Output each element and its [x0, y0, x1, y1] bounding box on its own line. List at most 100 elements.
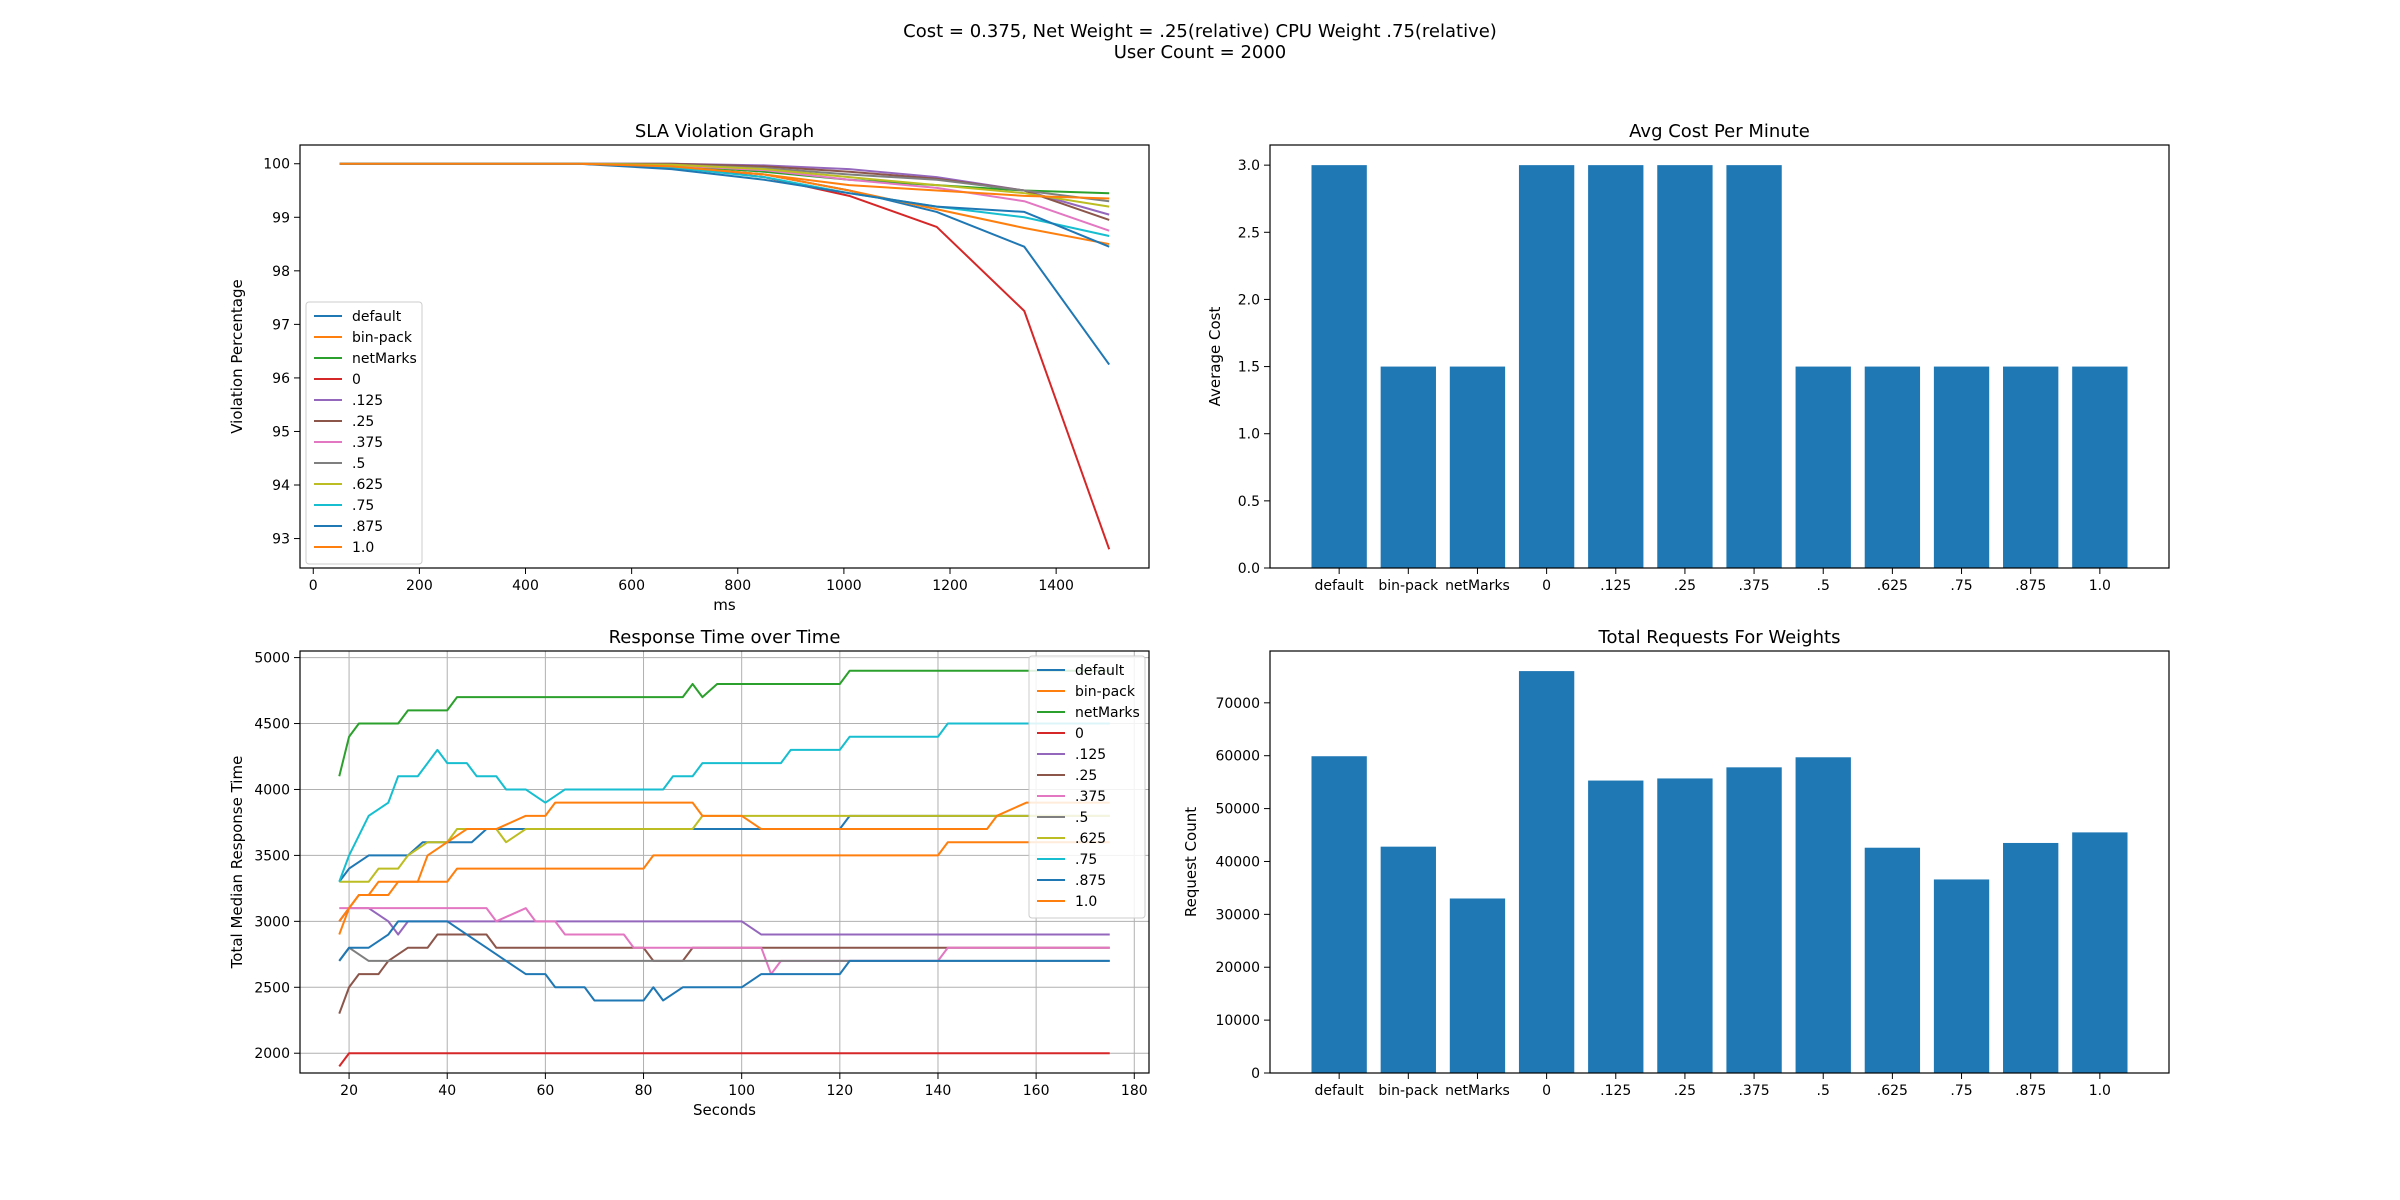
- x-tick-label: 20: [340, 1083, 358, 1099]
- bar-1.0: [2072, 366, 2128, 568]
- suptitle-line1: Cost = 0.375, Net Weight = .25(relative)…: [903, 21, 1497, 42]
- series-line-.5: [338, 946, 1110, 962]
- legend-entry: .625: [1075, 831, 1106, 847]
- chart-title: SLA Violation Graph: [635, 121, 814, 142]
- legend-entry: .375: [352, 435, 383, 451]
- y-axis-label: Total Median Response Time: [228, 756, 246, 970]
- axes-frame: [1269, 650, 2170, 1074]
- legend-entry: .25: [352, 414, 374, 430]
- x-tick-label: bin-pack: [1378, 1083, 1439, 1099]
- x-tick-label: 100: [728, 1083, 755, 1099]
- legend: default bin-pack netMarks 0 .125 .25 .375 .5 .62…: [305, 301, 423, 565]
- x-tick-label: default: [1315, 1083, 1365, 1099]
- x-tick-label: .75: [1950, 578, 1972, 594]
- x-tick-label: netMarks: [1445, 578, 1510, 594]
- y-tick-label: 4000: [254, 782, 290, 798]
- x-tick-label: 400: [512, 578, 539, 594]
- y-tick-label: 2500: [254, 980, 290, 996]
- bar-netMarks: [1449, 898, 1506, 1073]
- x-tick-label: 1.0: [2089, 1083, 2111, 1099]
- y-tick-label: 2.5: [1238, 225, 1260, 241]
- x-tick-label: 40: [438, 1083, 456, 1099]
- legend-entry: 1.0: [1075, 894, 1097, 910]
- x-axis-label: Seconds: [693, 1101, 756, 1119]
- avg-cost-chart: Avg Cost Per Minute default bin-pack netMar…: [1206, 121, 2170, 594]
- bar-netMarks: [1449, 366, 1506, 568]
- bar-0: [1518, 165, 1575, 568]
- y-tick-label: 2000: [254, 1046, 290, 1062]
- y-tick-label: 1.5: [1238, 360, 1260, 376]
- x-tick-label: 120: [826, 1083, 853, 1099]
- x-tick-label: 140: [925, 1083, 952, 1099]
- y-tick-label: 4500: [254, 717, 290, 733]
- x-tick-label: 0: [309, 578, 318, 594]
- y-tick-label: 10000: [1215, 1013, 1260, 1029]
- legend-entry: .125: [352, 393, 383, 409]
- bar-.875: [2003, 366, 2059, 568]
- y-tick-label: 0.5: [1238, 494, 1260, 510]
- legend-entry: .125: [1075, 747, 1106, 763]
- chart-title: Total Requests For Weights: [1598, 627, 1841, 648]
- bar-.625: [1864, 366, 1921, 568]
- series-line-1.0: [339, 162, 1110, 200]
- legend-entry: 0: [352, 372, 361, 388]
- x-tick-label: 60: [536, 1083, 554, 1099]
- x-tick-label: 1200: [932, 578, 968, 594]
- legend-entry: netMarks: [1075, 705, 1140, 721]
- x-tick-label: .125: [1600, 1083, 1631, 1099]
- x-tick-label: 80: [635, 1083, 653, 1099]
- legend-entry: .875: [1075, 873, 1106, 889]
- y-tick-label: 99: [272, 210, 290, 226]
- x-tick-label: 180: [1121, 1083, 1148, 1099]
- legend-entry: default: [352, 309, 402, 325]
- bar-bin-pack: [1380, 366, 1436, 568]
- legend-entry: bin-pack: [1075, 684, 1136, 700]
- series-line-.875: [338, 920, 1110, 1002]
- x-tick-label: 0: [1542, 578, 1551, 594]
- y-tick-label: 93: [272, 532, 290, 548]
- x-tick-label: .5: [1817, 1083, 1830, 1099]
- y-tick-label: 3.0: [1238, 158, 1260, 174]
- bar-default: [1311, 165, 1367, 568]
- legend-frame: [1028, 655, 1146, 919]
- y-tick-label: 70000: [1215, 696, 1260, 712]
- y-tick-label: 30000: [1215, 907, 1260, 923]
- bar-bin-pack: [1380, 846, 1436, 1073]
- bar-.875: [2003, 842, 2059, 1073]
- y-tick-label: 60000: [1215, 749, 1260, 765]
- y-axis-label: Request Count: [1182, 807, 1200, 917]
- y-tick-label: 0.0: [1238, 561, 1260, 577]
- x-tick-label: .75: [1950, 1083, 1972, 1099]
- x-tick-label: .25: [1674, 1083, 1696, 1099]
- legend-entry: .25: [1075, 768, 1097, 784]
- bar-.125: [1588, 165, 1644, 568]
- y-tick-label: 97: [272, 317, 290, 333]
- series-line-.625: [339, 814, 1110, 883]
- legend-entry: 0: [1075, 726, 1084, 742]
- y-tick-label: 0: [1251, 1066, 1260, 1082]
- x-tick-label: default: [1315, 578, 1365, 594]
- legend: default bin-pack netMarks 0 .125 .25 .375 .5 .62…: [1028, 655, 1146, 919]
- y-tick-label: 2.0: [1238, 292, 1260, 308]
- bar-.25: [1657, 165, 1713, 568]
- bar-.375: [1726, 767, 1782, 1073]
- series-line-.25: [338, 933, 1110, 1015]
- bar-.375: [1726, 165, 1782, 568]
- axes-frame: [299, 144, 1150, 569]
- legend-entry: .5: [1075, 810, 1088, 826]
- y-tick-label: 95: [272, 424, 290, 440]
- bar-.25: [1657, 778, 1713, 1073]
- x-tick-label: 1000: [826, 578, 862, 594]
- response-time-chart: Response Time over Time 20 40 60 80 100 120 140…: [228, 627, 1150, 1119]
- y-tick-label: 50000: [1215, 802, 1260, 818]
- chart-title: Response Time over Time: [609, 627, 841, 648]
- series-line-.375: [339, 907, 1110, 976]
- x-axis-label: ms: [713, 596, 736, 614]
- legend-entry: bin-pack: [352, 330, 413, 346]
- chart-title: Avg Cost Per Minute: [1629, 121, 1810, 142]
- x-tick-label: .375: [1738, 578, 1769, 594]
- suptitle-line2: User Count = 2000: [1114, 42, 1287, 63]
- y-tick-label: 1.0: [1238, 427, 1260, 443]
- y-tick-label: 3000: [254, 914, 290, 930]
